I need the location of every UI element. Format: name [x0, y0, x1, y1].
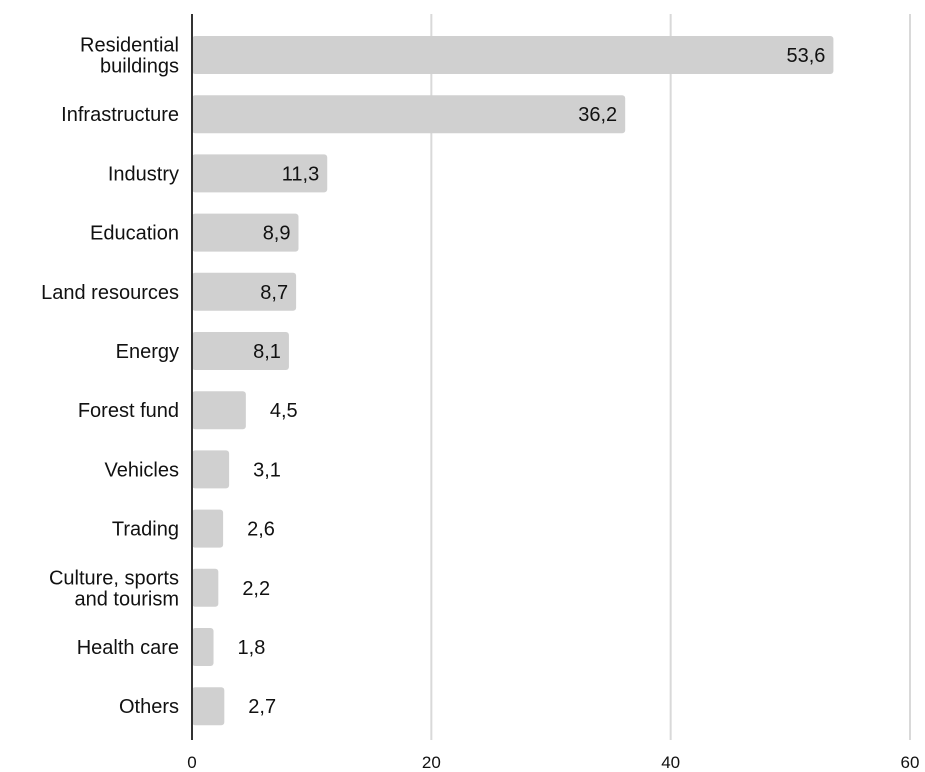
value-label-2: 36,2 [578, 104, 617, 126]
category-label-4: Education [90, 223, 179, 245]
x-tick-label-60: 60 [901, 753, 920, 772]
category-label-1-line-2: buildings [100, 56, 179, 78]
gridlines [430, 14, 911, 740]
bar-2 [192, 95, 626, 134]
bar-7 [192, 391, 246, 430]
category-label-11: Health care [77, 637, 179, 659]
category-label-1-line-1: Residential [80, 35, 179, 57]
category-label-3: Industry [108, 163, 179, 185]
bar-1 [192, 36, 834, 74]
value-label-9: 2,6 [247, 519, 275, 541]
category-label-12: Others [119, 696, 179, 718]
value-label-1: 53,6 [786, 45, 825, 67]
bar-8 [192, 450, 230, 489]
value-label-8: 3,1 [253, 459, 281, 481]
category-label-5: Land resources [41, 282, 179, 304]
value-label-5: 8,7 [260, 282, 288, 304]
bar-9 [192, 509, 224, 548]
category-label-10-line-1: Culture, sports [49, 567, 179, 589]
category-label-6: Energy [116, 341, 179, 363]
category-label-8: Vehicles [105, 459, 180, 481]
bar-5 [192, 272, 297, 311]
bar-12 [192, 687, 225, 726]
category-label-2: Infrastructure [61, 104, 179, 126]
bars [192, 36, 834, 726]
bar-6 [192, 332, 289, 370]
x-tick-label-0: 0 [187, 753, 196, 772]
value-label-3: 11,3 [282, 163, 319, 185]
bar-10 [192, 568, 219, 607]
value-label-12: 2,7 [248, 696, 276, 718]
value-label-11: 1,8 [238, 637, 266, 659]
category-label-9: Trading [112, 519, 179, 541]
category-label-10-line-2: and tourism [75, 588, 180, 610]
bar-3 [192, 154, 328, 193]
x-tick-label-40: 40 [661, 753, 680, 772]
value-label-10: 2,2 [242, 578, 270, 600]
category-label-7: Forest fund [78, 400, 179, 422]
value-label-7: 4,5 [270, 400, 298, 422]
bar-4 [192, 213, 299, 252]
bar-11 [192, 628, 214, 666]
value-label-4: 8,9 [263, 223, 291, 245]
value-label-6: 8,1 [253, 341, 281, 363]
x-tick-label-20: 20 [422, 753, 441, 772]
